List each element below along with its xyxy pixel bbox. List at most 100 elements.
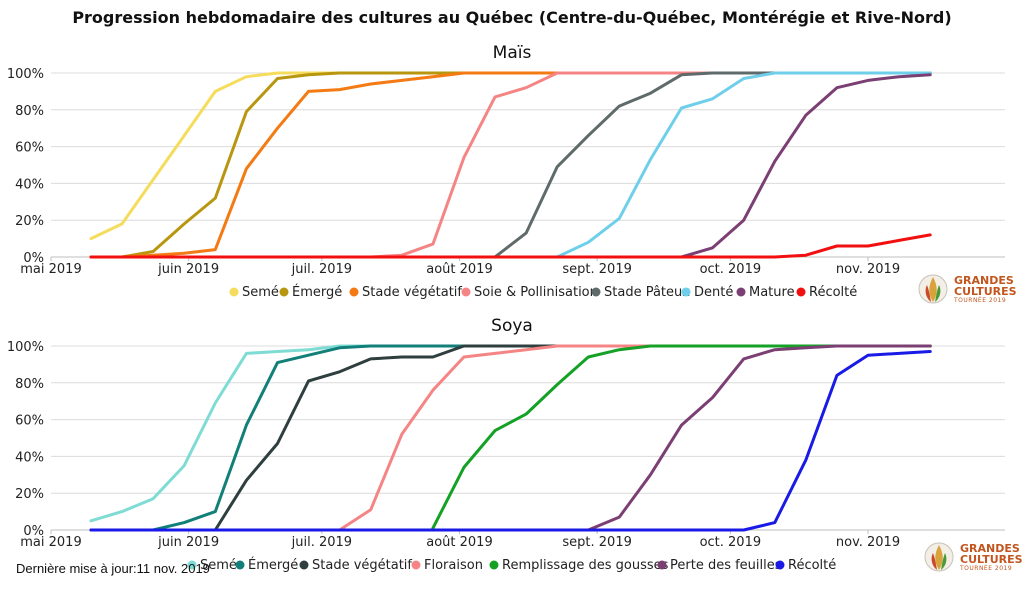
legend-label: Stade Pâteux <box>604 285 690 300</box>
legend-label: Récolté <box>809 285 857 300</box>
chart-mais: Maïs 0% 20% 40% 60% 80% 100% mai 2019 juin 2019 j… <box>7 43 1005 300</box>
y-tick-label: 40% <box>15 450 44 465</box>
series-line-semé <box>89 344 932 523</box>
page-title: Progression hebdomadaire des cultures au… <box>72 8 952 27</box>
legend-label: Perte des feuilles <box>670 558 782 573</box>
legend-item: Floraison <box>411 558 483 573</box>
last-updated-label: Dernière mise à jour:11 nov. 2019 <box>16 561 210 576</box>
legend-marker <box>229 287 239 297</box>
chart-title: Soya <box>491 316 533 336</box>
legend-label: Semé <box>242 285 279 300</box>
legend-label: Récolté <box>788 558 836 573</box>
x-tick-label: mai 2019 <box>20 535 81 550</box>
chart-title: Maïs <box>493 43 532 63</box>
legend-marker <box>411 560 421 570</box>
x-tick-label: oct. 2019 <box>700 262 762 277</box>
legend-marker <box>235 560 245 570</box>
x-tick-label: oct. 2019 <box>700 535 762 550</box>
x-tick-label: juin 2019 <box>157 535 219 550</box>
y-tick-label: 0% <box>23 251 44 266</box>
legend-label: Soie & Pollinisation <box>474 285 598 300</box>
y-tick-label: 60% <box>15 141 44 156</box>
legend-marker <box>349 287 359 297</box>
series-line-semé <box>89 71 932 241</box>
legend-label: Denté <box>694 285 733 300</box>
x-tick-label: août 2019 <box>426 535 492 550</box>
x-tick-label: nov. 2019 <box>836 535 900 550</box>
legend-marker <box>461 287 471 297</box>
legend-marker <box>299 560 309 570</box>
series-line-stade-végétatif <box>89 71 932 259</box>
legend-label: Stade végétatif <box>312 558 412 573</box>
legend-marker <box>736 287 746 297</box>
legend-item: Émergé <box>235 557 298 573</box>
series-line-perte-des-feuilles <box>586 344 932 532</box>
logo: GRANDES CULTURES TOURNÉE 2019 <box>924 540 1024 580</box>
series-line-remplissage-des-gousses <box>431 344 932 530</box>
legend-item: Perte des feuilles <box>657 558 782 573</box>
legend-item: Récolté <box>796 285 857 300</box>
legend-label: Semé <box>200 558 237 573</box>
legend-marker <box>489 560 499 570</box>
x-tick-label: mai 2019 <box>20 262 81 277</box>
legend-label: Stade végétatif <box>362 285 462 300</box>
legend-item: Émergé <box>279 284 342 300</box>
legend-item: Semé <box>187 558 237 573</box>
legend-marker <box>796 287 806 297</box>
logo-text-2: CULTURES <box>954 285 1017 298</box>
y-tick-label: 20% <box>15 214 44 229</box>
y-tick-label: 0% <box>23 524 44 539</box>
legend-label: Mature <box>749 285 795 300</box>
series-line-mature <box>680 73 932 259</box>
legend-label: Émergé <box>248 557 298 573</box>
logo: GRANDES CULTURES TOURNÉE 2019 <box>918 272 1018 312</box>
x-tick-label: juin 2019 <box>157 262 219 277</box>
legend-marker <box>279 287 289 297</box>
legend-marker <box>187 560 197 570</box>
legend-marker <box>775 560 785 570</box>
x-tick-label: nov. 2019 <box>836 262 900 277</box>
x-tick-label: juil. 2019 <box>291 535 352 550</box>
logo-mark-icon <box>924 542 954 572</box>
legend-marker <box>657 560 667 570</box>
series-line-denté <box>555 71 932 259</box>
legend-item: Récolté <box>775 558 836 573</box>
logo-text-1: GRANDES <box>954 274 1014 287</box>
legend-marker <box>681 287 691 297</box>
series-line-émergé <box>89 344 932 532</box>
y-tick-label: 80% <box>15 377 44 392</box>
legend-label: Remplissage des gousses <box>502 558 669 573</box>
legend-marker <box>591 287 601 297</box>
y-tick-label: 100% <box>7 67 44 82</box>
legend-label: Floraison <box>424 558 483 573</box>
logo-text-3: TOURNÉE 2019 <box>960 565 1013 572</box>
legend-item: Denté <box>681 285 733 300</box>
x-tick-label: sept. 2019 <box>562 535 631 550</box>
chart-soya: Soya 0% 20% 40% 60% 80% 100% mai 2019 juin 2019 j… <box>7 316 1005 573</box>
legend-item: Stade Pâteux <box>591 285 690 300</box>
y-tick-label: 20% <box>15 487 44 502</box>
legend-item: Stade végétatif <box>299 558 412 573</box>
series-line-soie-pollinisation <box>89 71 932 259</box>
legend-item: Semé <box>229 285 279 300</box>
legend-label: Émergé <box>292 284 342 300</box>
y-tick-label: 60% <box>15 414 44 429</box>
series-line-récolté <box>89 233 932 259</box>
x-tick-label: sept. 2019 <box>562 262 631 277</box>
legend-item: Remplissage des gousses <box>489 558 669 573</box>
legend-item: Stade végétatif <box>349 285 462 300</box>
x-tick-label: juil. 2019 <box>291 262 352 277</box>
y-tick-label: 80% <box>15 104 44 119</box>
series-line-stade-végétatif <box>89 344 932 532</box>
series-line-stade-pâteux <box>493 71 932 259</box>
legend-item: Mature <box>736 285 795 300</box>
logo-text-3: TOURNÉE 2019 <box>954 297 1007 304</box>
logo-text-1: GRANDES <box>960 542 1020 555</box>
x-tick-label: août 2019 <box>426 262 492 277</box>
y-tick-label: 40% <box>15 177 44 192</box>
logo-text-2: CULTURES <box>960 553 1023 566</box>
series-line-émergé <box>89 71 932 259</box>
series-line-récolté <box>89 350 932 532</box>
y-tick-label: 100% <box>7 340 44 355</box>
